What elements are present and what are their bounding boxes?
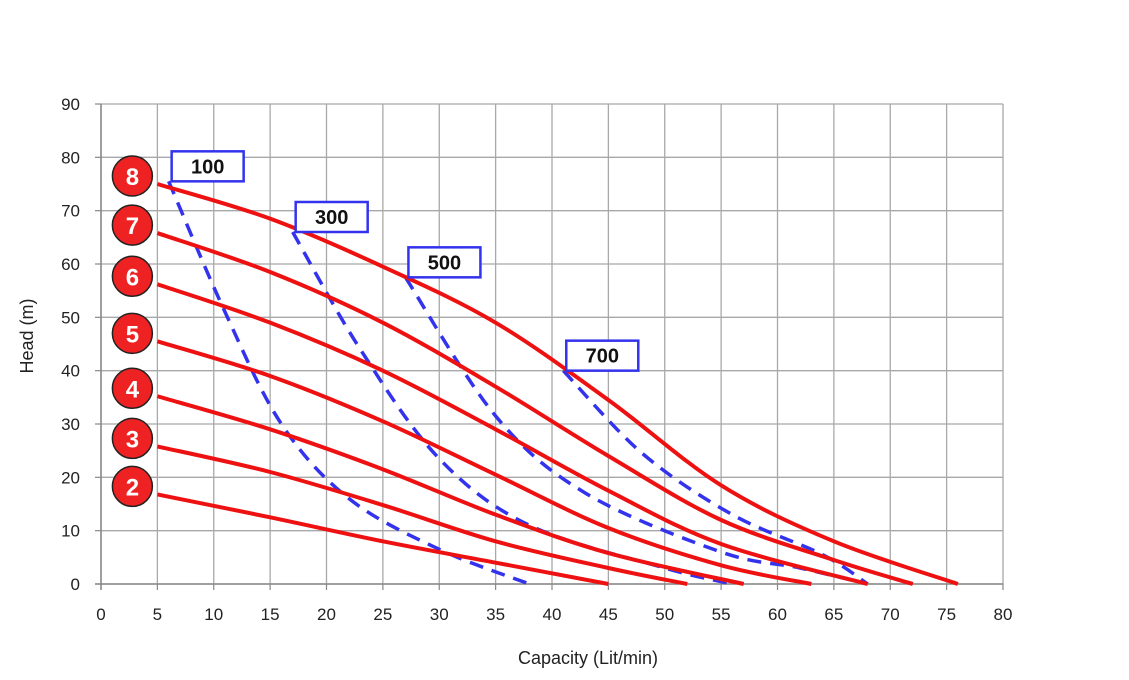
- pressure-label-text: 8: [126, 164, 139, 191]
- pressure-label-text: 6: [126, 264, 139, 291]
- pressure-label-text: 3: [126, 426, 139, 453]
- y-tick-label: 60: [61, 255, 80, 274]
- pressure-label-text: 7: [126, 213, 139, 240]
- pressure-label-circle: [111, 312, 154, 355]
- pressure-label-circle: [111, 255, 154, 298]
- y-tick-label: 30: [61, 415, 80, 434]
- x-tick-label: 40: [543, 605, 562, 624]
- flow-label-box: [407, 246, 482, 279]
- pressure-label-circle: [111, 367, 154, 410]
- y-tick-label: 50: [61, 308, 80, 327]
- flow-curve-100: [167, 180, 531, 586]
- x-tick-label: 25: [373, 605, 392, 624]
- y-tick-label: 10: [61, 522, 80, 541]
- plot-frame: [95, 104, 1003, 590]
- pressure-curve-3: [156, 444, 688, 586]
- y-tick-label: 0: [71, 575, 80, 594]
- pressure-curve-5: [156, 339, 812, 586]
- y-tick-label: 40: [61, 362, 80, 381]
- flow-label-box: [170, 150, 245, 183]
- flow-label-box: [565, 339, 640, 372]
- x-tick-label: 70: [881, 605, 900, 624]
- pressure-curve-8: [156, 182, 959, 586]
- y-tick-label: 80: [61, 148, 80, 167]
- x-tick-label: 15: [261, 605, 280, 624]
- x-tick-label: 20: [317, 605, 336, 624]
- x-tick-label: 0: [96, 605, 105, 624]
- pressure-curve-7: [156, 231, 914, 586]
- pressure-curves: [156, 182, 959, 586]
- y-axis-label: Head (m): [17, 298, 37, 373]
- curve-labels: 2 3 4 5 6 7 8 100 300 500 700: [111, 150, 640, 508]
- pressure-label-text: 5: [126, 321, 139, 348]
- flow-label-text: 500: [428, 252, 461, 274]
- x-tick-label: 75: [937, 605, 956, 624]
- x-tick-label: 50: [655, 605, 674, 624]
- x-axis-label: Capacity (Lit/min): [518, 648, 658, 668]
- x-tick-label: 10: [204, 605, 223, 624]
- x-tick-label: 5: [153, 605, 162, 624]
- y-axis-ticks: 0 10 20 30 40 50 60 70 80 90: [61, 95, 101, 594]
- x-tick-label: 60: [768, 605, 787, 624]
- x-tick-label: 55: [712, 605, 731, 624]
- flow-label-text: 300: [315, 207, 348, 229]
- x-tick-label: 45: [599, 605, 618, 624]
- x-tick-label: 30: [430, 605, 449, 624]
- x-tick-label: 80: [994, 605, 1013, 624]
- flow-label-text: 700: [586, 346, 619, 368]
- flow-curve-300: [291, 231, 733, 586]
- pressure-label-circle: [111, 155, 154, 197]
- pressure-label-circle: [111, 417, 154, 460]
- y-tick-label: 20: [61, 468, 80, 487]
- pressure-label-circle: [111, 465, 154, 508]
- pressure-label-text: 2: [126, 474, 139, 501]
- flow-label-text: 100: [191, 156, 224, 178]
- pressure-label-text: 4: [126, 376, 140, 403]
- flow-label-box: [294, 200, 369, 234]
- pressure-curve-4: [156, 394, 745, 586]
- y-tick-label: 90: [61, 95, 80, 114]
- pressure-label-circle: [111, 204, 154, 246]
- x-axis-ticks: 0 5 10 15 20 25 30 35 40 45 50 55 60 65 70 75 80: [96, 584, 1012, 624]
- pressure-curve-6: [156, 282, 869, 586]
- pressure-curve-2: [156, 492, 609, 586]
- x-tick-label: 65: [824, 605, 843, 624]
- x-tick-label: 35: [486, 605, 505, 624]
- y-tick-label: 70: [61, 202, 80, 221]
